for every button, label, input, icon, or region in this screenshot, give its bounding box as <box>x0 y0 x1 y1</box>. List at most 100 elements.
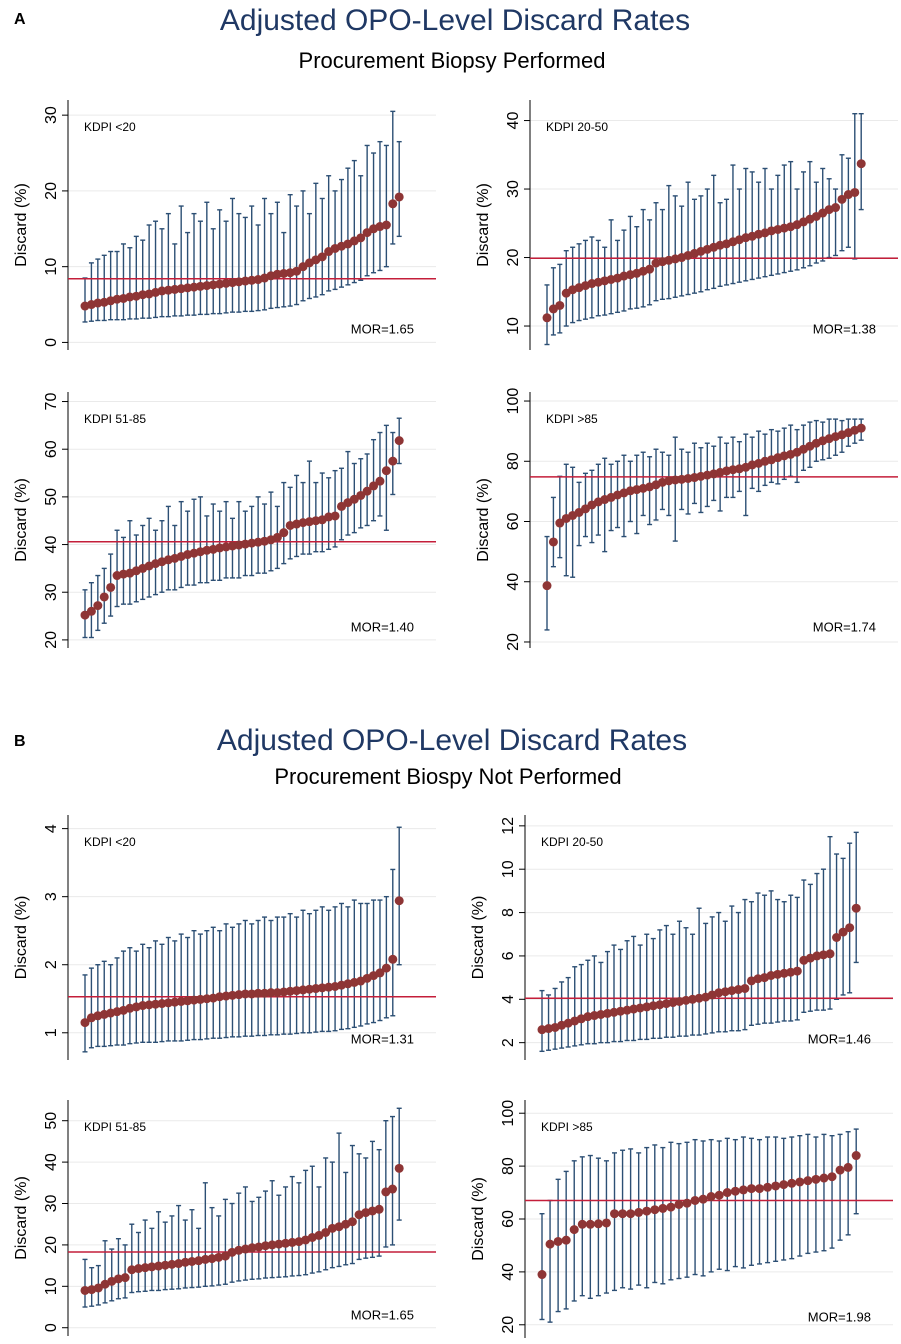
point <box>845 923 855 933</box>
point <box>832 933 842 942</box>
y-tick-label: 0 <box>43 338 60 347</box>
y-tick-label: 40 <box>505 112 522 130</box>
point <box>93 601 103 611</box>
y-tick-label: 3 <box>43 892 60 901</box>
y-axis-label: Discard (%) <box>470 896 487 980</box>
point <box>281 1238 291 1248</box>
y-tick-label: 70 <box>43 393 60 411</box>
y-tick-label: 2 <box>500 1038 517 1047</box>
y-tick-label: 60 <box>505 513 522 531</box>
point <box>831 203 841 213</box>
point <box>287 1237 297 1247</box>
panel-label: KDPI <20 <box>84 835 136 849</box>
point <box>851 903 861 913</box>
point <box>292 266 302 276</box>
point <box>388 456 398 466</box>
point <box>577 1219 587 1229</box>
point <box>147 1262 157 1272</box>
point <box>690 1195 700 1205</box>
point <box>835 1165 845 1175</box>
point <box>730 1186 740 1196</box>
point <box>746 1184 756 1194</box>
y-tick-label: 10 <box>505 317 522 335</box>
point <box>106 582 116 592</box>
y-axis-label: Discard (%) <box>13 478 30 562</box>
point <box>200 1254 210 1264</box>
point <box>356 490 366 500</box>
point <box>394 1163 404 1173</box>
annotation: MOR=1.46 <box>808 1031 871 1046</box>
point <box>819 1173 829 1183</box>
point <box>194 1256 204 1266</box>
point <box>154 1261 164 1271</box>
y-tick-label: 0 <box>43 1323 60 1332</box>
point <box>856 159 866 169</box>
y-tick-label: 20 <box>43 631 60 649</box>
point <box>827 1172 837 1182</box>
point <box>347 1217 357 1227</box>
y-tick-label: 4 <box>43 824 60 833</box>
panel-label: KDPI >85 <box>541 1120 593 1134</box>
y-axis-label: Discard (%) <box>13 896 30 980</box>
point <box>167 1259 177 1269</box>
panel-label: KDPI 51-85 <box>84 412 146 426</box>
point <box>634 1207 644 1217</box>
point <box>706 1192 716 1202</box>
y-tick-label: 20 <box>500 1316 517 1334</box>
y-tick-label: 40 <box>505 573 522 591</box>
panel: 2 4 6 8 10 12 Discard (%) KDPI 20-50 MOR=1.46 <box>470 815 893 1060</box>
annotation: MOR=1.40 <box>351 619 414 634</box>
point <box>542 313 552 323</box>
point <box>369 481 379 491</box>
point <box>755 1184 765 1194</box>
point <box>553 1236 563 1246</box>
point <box>811 1174 821 1184</box>
point <box>771 1181 781 1191</box>
point <box>626 1209 636 1219</box>
y-tick-label: 40 <box>43 1153 60 1171</box>
y-tick-label: 40 <box>500 1263 517 1281</box>
point <box>93 1283 103 1293</box>
point <box>266 988 276 998</box>
panel: 10 20 30 40 Discard (%) KDPI 20-50 MOR=1.38 <box>475 100 898 350</box>
point <box>642 1206 652 1216</box>
point <box>80 1018 90 1028</box>
point <box>698 1194 708 1204</box>
point <box>234 1245 244 1255</box>
section-label: A <box>14 11 26 28</box>
point <box>555 518 565 528</box>
y-tick-label: 50 <box>43 488 60 506</box>
y-tick-label: 100 <box>505 388 522 415</box>
panel-label: KDPI 20-50 <box>546 120 608 134</box>
point <box>240 989 250 999</box>
y-tick-label: 20 <box>505 633 522 651</box>
y-axis-label: Discard (%) <box>13 1176 30 1260</box>
point <box>740 983 750 993</box>
point <box>585 1219 595 1229</box>
point <box>127 1265 137 1275</box>
point <box>610 1209 620 1219</box>
point <box>120 1273 130 1283</box>
point <box>722 1188 732 1198</box>
point <box>180 1257 190 1267</box>
y-tick-label: 12 <box>500 817 517 835</box>
point <box>362 486 372 496</box>
point <box>682 1198 692 1208</box>
point <box>253 988 263 998</box>
point <box>113 1274 123 1284</box>
point <box>803 1176 813 1186</box>
point <box>569 1225 579 1235</box>
point <box>601 1218 611 1228</box>
panel-label: KDPI <20 <box>84 120 136 134</box>
panel: 0 10 20 30 Discard (%) KDPI <20 MOR=1.65 <box>13 100 436 350</box>
point <box>381 963 391 973</box>
point <box>542 581 552 591</box>
point <box>381 466 391 476</box>
point <box>825 949 835 959</box>
point <box>388 954 398 964</box>
point <box>394 896 404 906</box>
point <box>260 1241 270 1251</box>
point <box>375 968 385 978</box>
point <box>838 927 848 937</box>
point <box>787 1178 797 1188</box>
